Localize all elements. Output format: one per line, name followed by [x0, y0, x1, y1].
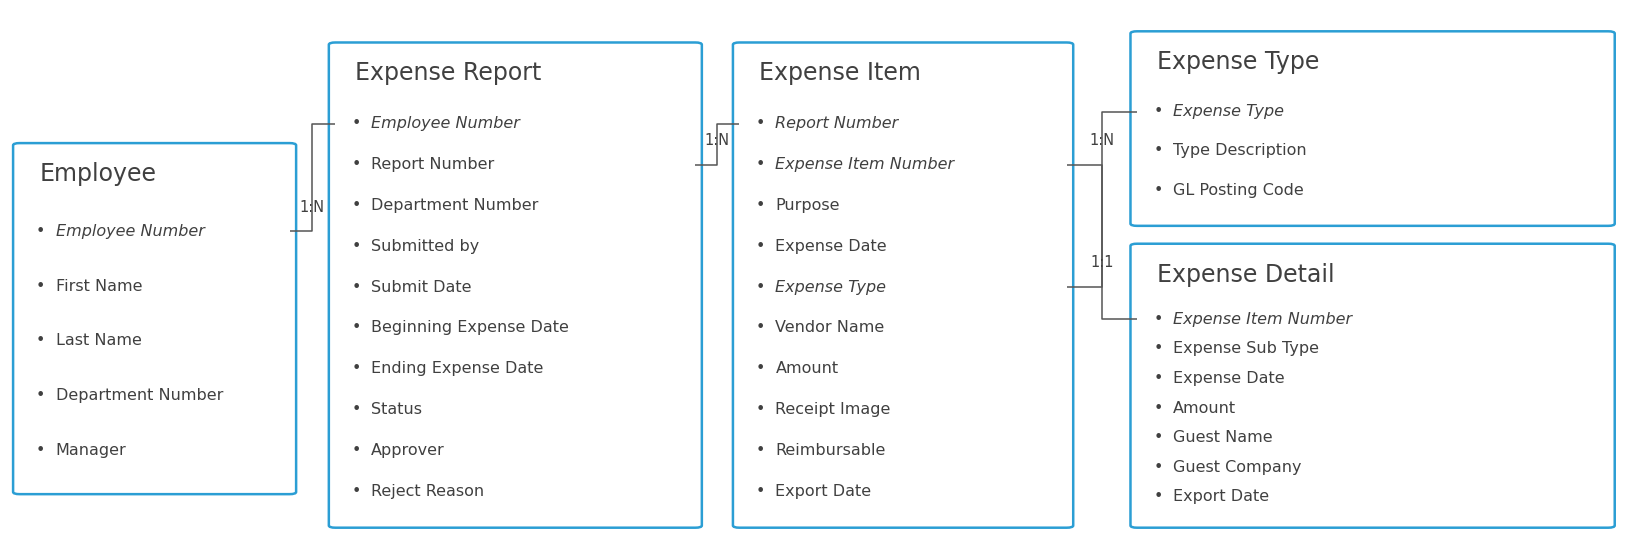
- Text: Expense Date: Expense Date: [775, 239, 887, 254]
- Text: Expense Item: Expense Item: [759, 61, 921, 86]
- Text: •: •: [1153, 144, 1163, 158]
- Text: 1:N: 1:N: [1090, 133, 1114, 148]
- Text: •: •: [1153, 459, 1163, 475]
- Text: Last Name: Last Name: [56, 334, 141, 348]
- FancyBboxPatch shape: [733, 42, 1073, 528]
- Text: Expense Item Number: Expense Item Number: [775, 157, 954, 172]
- Text: •: •: [36, 279, 46, 293]
- Text: •: •: [352, 361, 362, 376]
- Text: •: •: [352, 443, 362, 458]
- Text: Amount: Amount: [775, 361, 839, 376]
- Text: Expense Detail: Expense Detail: [1157, 263, 1335, 287]
- Text: Expense Type: Expense Type: [1157, 50, 1319, 74]
- Text: •: •: [1153, 342, 1163, 357]
- Text: •: •: [756, 239, 766, 254]
- Text: •: •: [756, 280, 766, 295]
- Text: Receipt Image: Receipt Image: [775, 402, 892, 417]
- Text: Beginning Expense Date: Beginning Expense Date: [371, 320, 569, 335]
- Text: •: •: [756, 443, 766, 458]
- Text: •: •: [1153, 105, 1163, 119]
- Text: •: •: [1153, 489, 1163, 504]
- Text: Report Number: Report Number: [371, 157, 494, 172]
- Text: Guest Company: Guest Company: [1173, 459, 1302, 475]
- Text: Department Number: Department Number: [371, 198, 538, 213]
- Text: •: •: [1153, 430, 1163, 445]
- Text: Expense Type: Expense Type: [1173, 105, 1284, 119]
- Text: •: •: [352, 484, 362, 499]
- Text: 1:1: 1:1: [1090, 255, 1114, 271]
- Text: Expense Item Number: Expense Item Number: [1173, 312, 1351, 327]
- Text: •: •: [756, 320, 766, 335]
- Text: •: •: [352, 280, 362, 295]
- Text: Vendor Name: Vendor Name: [775, 320, 885, 335]
- Text: Expense Report: Expense Report: [355, 61, 542, 86]
- Text: First Name: First Name: [56, 279, 142, 293]
- Text: Amount: Amount: [1173, 401, 1237, 415]
- Text: •: •: [756, 116, 766, 131]
- FancyBboxPatch shape: [329, 42, 702, 528]
- Text: •: •: [756, 402, 766, 417]
- Text: •: •: [352, 198, 362, 213]
- Text: 1:N: 1:N: [705, 133, 730, 148]
- Text: GL Posting Code: GL Posting Code: [1173, 183, 1304, 197]
- Text: Submit Date: Submit Date: [371, 280, 471, 295]
- Text: Export Date: Export Date: [1173, 489, 1270, 504]
- Text: 1:N: 1:N: [299, 200, 326, 215]
- Text: •: •: [352, 239, 362, 254]
- Text: Submitted by: Submitted by: [371, 239, 479, 254]
- Text: Employee Number: Employee Number: [56, 224, 204, 239]
- Text: Guest Name: Guest Name: [1173, 430, 1273, 445]
- Text: •: •: [352, 157, 362, 172]
- Text: •: •: [36, 334, 46, 348]
- Text: Expense Date: Expense Date: [1173, 371, 1284, 386]
- Text: •: •: [756, 157, 766, 172]
- Text: •: •: [36, 224, 46, 239]
- Text: Export Date: Export Date: [775, 484, 872, 499]
- Text: Reject Reason: Reject Reason: [371, 484, 484, 499]
- Text: Reimbursable: Reimbursable: [775, 443, 885, 458]
- Text: •: •: [36, 443, 46, 458]
- Text: Status: Status: [371, 402, 422, 417]
- Text: Department Number: Department Number: [56, 389, 222, 403]
- Text: •: •: [1153, 183, 1163, 197]
- Text: •: •: [756, 484, 766, 499]
- Text: Employee Number: Employee Number: [371, 116, 520, 131]
- Text: •: •: [1153, 371, 1163, 386]
- FancyBboxPatch shape: [1130, 244, 1615, 528]
- Text: Report Number: Report Number: [775, 116, 898, 131]
- Text: •: •: [352, 320, 362, 335]
- FancyBboxPatch shape: [1130, 31, 1615, 226]
- Text: •: •: [756, 198, 766, 213]
- Text: •: •: [1153, 401, 1163, 415]
- Text: Type Description: Type Description: [1173, 144, 1307, 158]
- Text: •: •: [1153, 312, 1163, 327]
- Text: Approver: Approver: [371, 443, 445, 458]
- Text: •: •: [352, 116, 362, 131]
- Text: Expense Sub Type: Expense Sub Type: [1173, 342, 1319, 357]
- Text: Ending Expense Date: Ending Expense Date: [371, 361, 543, 376]
- Text: •: •: [756, 361, 766, 376]
- Text: Purpose: Purpose: [775, 198, 839, 213]
- Text: •: •: [352, 402, 362, 417]
- Text: Expense Type: Expense Type: [775, 280, 887, 295]
- FancyBboxPatch shape: [13, 143, 296, 494]
- Text: •: •: [36, 389, 46, 403]
- Text: Manager: Manager: [56, 443, 126, 458]
- Text: Employee: Employee: [39, 162, 157, 186]
